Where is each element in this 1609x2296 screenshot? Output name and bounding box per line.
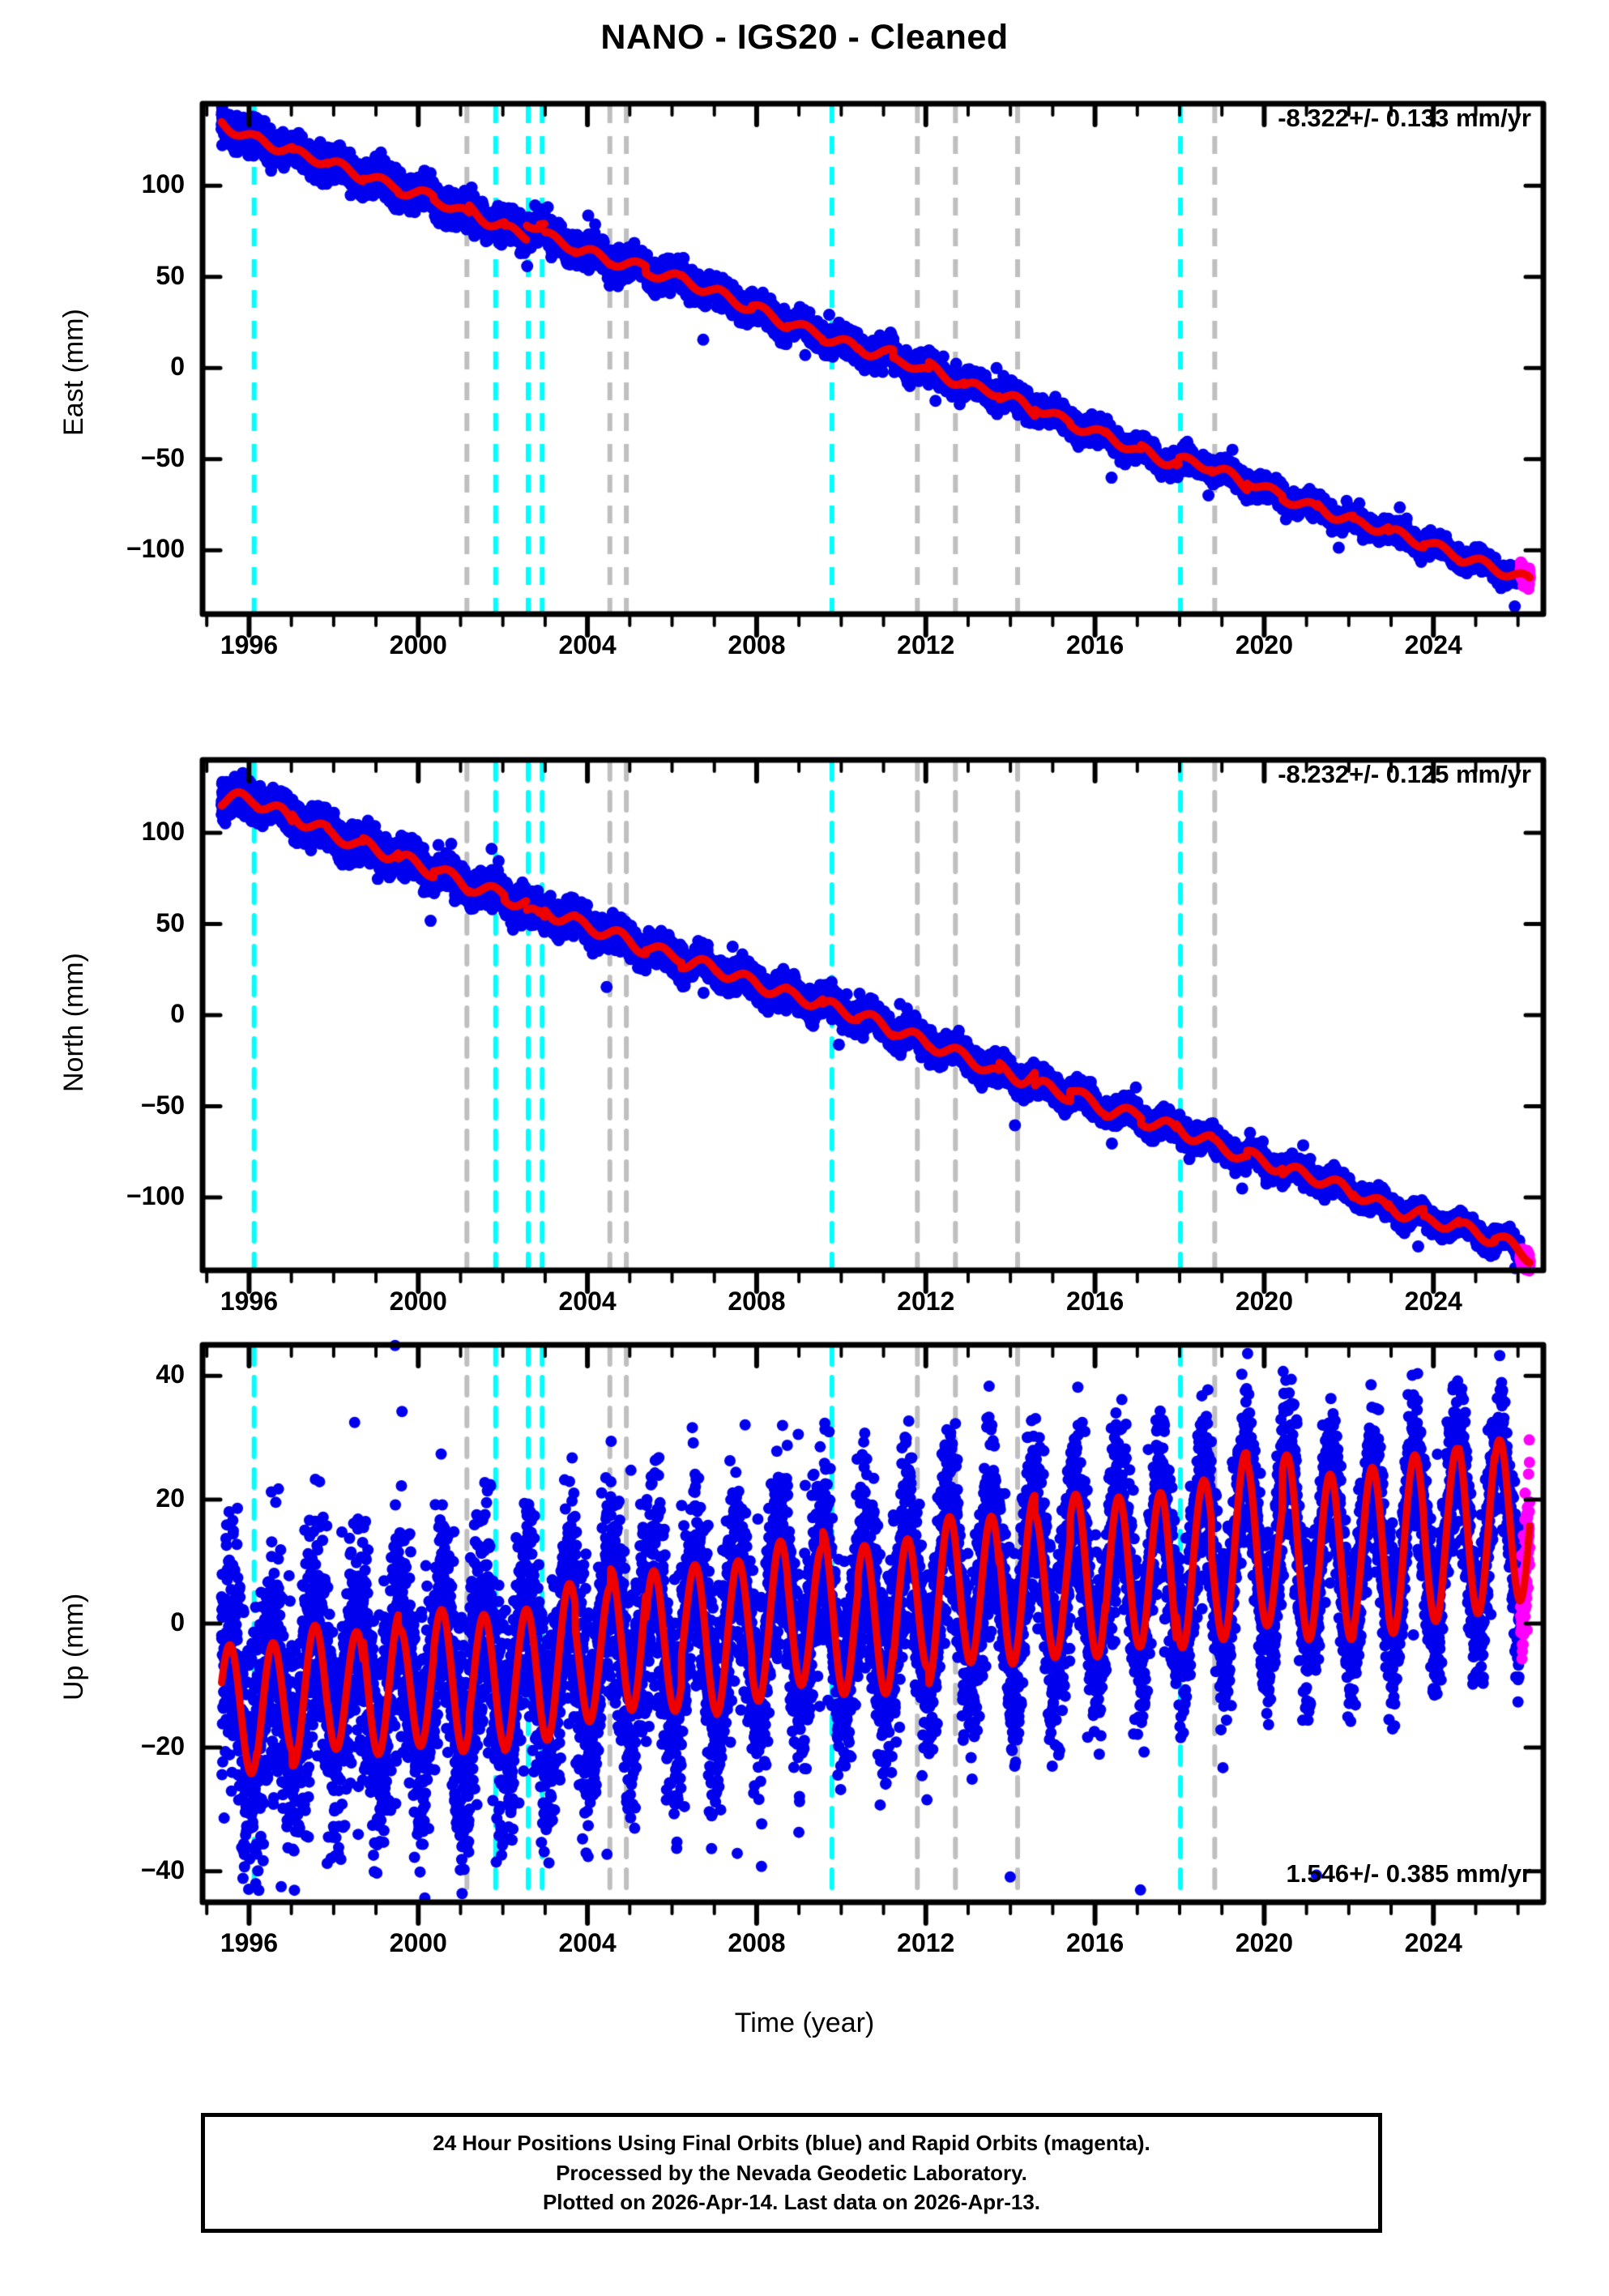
north-ytick-label: 100 xyxy=(141,817,185,846)
xtick-label: 2004 xyxy=(558,630,617,659)
caption-line-3: Plotted on 2026-Apr-14. Last data on 202… xyxy=(542,2190,1041,2215)
east-ytick-label: 0 xyxy=(170,352,185,382)
figure-caption-box: 24 Hour Positions Using Final Orbits (bl… xyxy=(201,2113,1382,2233)
xtick-label: 2016 xyxy=(1065,1928,1125,1957)
xtick-label: 1996 xyxy=(220,630,279,659)
north-ytick-label: −50 xyxy=(140,1090,185,1120)
xtick-label: 2004 xyxy=(558,1287,617,1316)
up-ytick-label: 0 xyxy=(170,1607,185,1637)
north-rate-label: -8.232+/- 0.125 mm/yr xyxy=(1278,760,1531,788)
east-ytick-label: 100 xyxy=(141,169,185,199)
north-ytick-label: −100 xyxy=(126,1181,185,1210)
xtick-label: 2024 xyxy=(1404,1287,1462,1316)
xtick-label: 2000 xyxy=(389,1928,447,1957)
east-ytick-label: −50 xyxy=(140,442,185,472)
north-ytick-label: 0 xyxy=(170,999,185,1028)
caption-line-2: Processed by the Nevada Geodetic Laborat… xyxy=(556,2160,1027,2185)
north-ytick-label: 50 xyxy=(156,907,185,937)
time-axis-label: Time (year) xyxy=(734,2008,875,2038)
xtick-label: 2020 xyxy=(1235,1928,1294,1957)
xtick-label: 2000 xyxy=(389,630,447,659)
xtick-label: 2012 xyxy=(897,1928,955,1957)
up-ytick-label: −20 xyxy=(140,1731,185,1760)
caption-line-1: 24 Hour Positions Using Final Orbits (bl… xyxy=(433,2130,1150,2155)
xtick-label: 2008 xyxy=(728,1287,786,1316)
xtick-label: 1996 xyxy=(220,1287,279,1316)
page-title: NANO - IGS20 - Cleaned xyxy=(600,18,1009,57)
xtick-label: 2020 xyxy=(1235,630,1294,659)
up-ytick-label: 40 xyxy=(156,1359,185,1389)
up-rate-label: 1.546+/- 0.385 mm/yr xyxy=(1286,1859,1531,1888)
xtick-label: 2004 xyxy=(558,1928,617,1957)
xtick-label: 2000 xyxy=(389,1287,447,1316)
xtick-label: 2020 xyxy=(1235,1287,1294,1316)
xtick-label: 2024 xyxy=(1404,1928,1462,1957)
xtick-label: 2008 xyxy=(728,1928,786,1957)
xtick-label: 1996 xyxy=(220,1928,279,1957)
xtick-label: 2016 xyxy=(1065,1287,1125,1316)
xtick-label: 2024 xyxy=(1404,630,1462,659)
up-ytick-label: 20 xyxy=(156,1483,185,1513)
xtick-label: 2012 xyxy=(897,1287,955,1316)
xtick-label: 2012 xyxy=(897,630,955,659)
xtick-label: 2016 xyxy=(1065,630,1125,659)
east-ytick-label: 50 xyxy=(156,260,185,290)
xtick-label: 2008 xyxy=(728,630,786,659)
up-ytick-label: −40 xyxy=(140,1854,185,1884)
east-ytick-label: −100 xyxy=(126,534,185,564)
east-rate-label: -8.322+/- 0.133 mm/yr xyxy=(1278,104,1531,132)
